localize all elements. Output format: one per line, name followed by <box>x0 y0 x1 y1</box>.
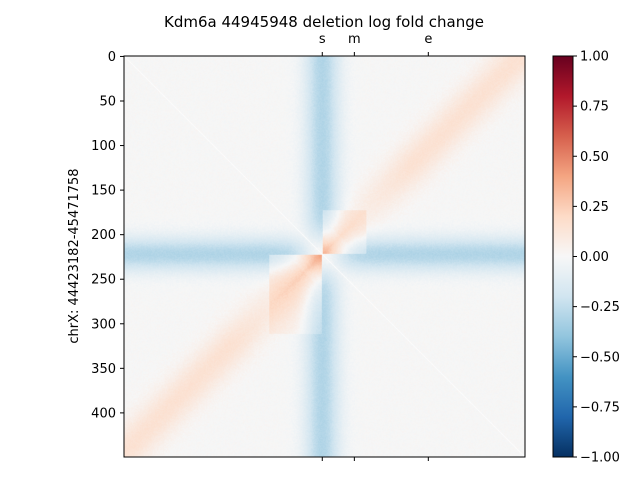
marker-label-e: e <box>424 32 432 47</box>
colorbar-ticks: 1.00 0.75 0.50 0.25 0.00 −0.25 −0.50 −0.75 −1.00 <box>573 50 620 466</box>
y-axis: 0 50 100 150 200 250 300 350 400 <box>91 50 124 421</box>
heatmap-image <box>124 56 525 457</box>
colorbar-tick-label: 0.50 <box>580 150 609 165</box>
colorbar-tick-label: −0.75 <box>580 400 620 415</box>
y-tick-label: 0 <box>108 50 116 65</box>
chart-title: Kdm6a 44945948 deletion log fold change <box>164 13 484 31</box>
y-axis-label: chrX: 44423182-45471758 <box>67 168 82 343</box>
colorbar-tick-label: 0.75 <box>580 100 609 115</box>
y-tick-label: 50 <box>99 95 116 110</box>
colorbar-tick-label: −0.50 <box>580 350 620 365</box>
marker-label-m: m <box>348 32 361 47</box>
y-tick-label: 150 <box>91 184 116 199</box>
colorbar-tick-label: 0.25 <box>580 200 609 215</box>
colorbar-tick-label: 0.00 <box>580 250 609 265</box>
colorbar-tick-label: 1.00 <box>580 50 609 65</box>
colorbar-tick-label: −1.00 <box>580 451 620 466</box>
heatmap-plot-area <box>123 55 526 458</box>
y-tick-label: 400 <box>91 406 116 421</box>
y-tick-label: 250 <box>91 273 116 288</box>
plot-frame <box>123 55 526 458</box>
colorbar: 1.00 0.75 0.50 0.25 0.00 −0.25 −0.50 −0.75 −1.00 <box>552 50 620 466</box>
colorbar-gradient <box>553 56 573 457</box>
y-tick-label: 100 <box>91 139 116 154</box>
y-tick-label: 300 <box>91 317 116 332</box>
colorbar-tick-label: −0.25 <box>580 300 620 315</box>
y-tick-label: 200 <box>91 228 116 243</box>
y-tick-label: 350 <box>91 362 116 377</box>
marker-label-s: s <box>319 32 326 47</box>
